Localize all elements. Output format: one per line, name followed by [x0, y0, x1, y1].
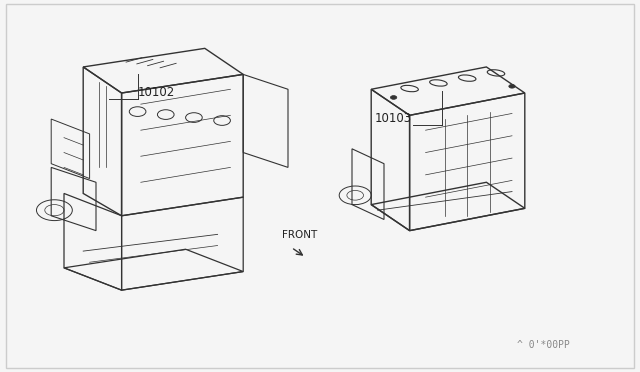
Text: ^ 0'*00PP: ^ 0'*00PP — [516, 340, 570, 350]
Circle shape — [509, 84, 515, 88]
Text: 10103: 10103 — [374, 112, 412, 125]
Text: 10102: 10102 — [138, 86, 175, 99]
Text: FRONT: FRONT — [282, 230, 317, 240]
Circle shape — [390, 96, 397, 99]
